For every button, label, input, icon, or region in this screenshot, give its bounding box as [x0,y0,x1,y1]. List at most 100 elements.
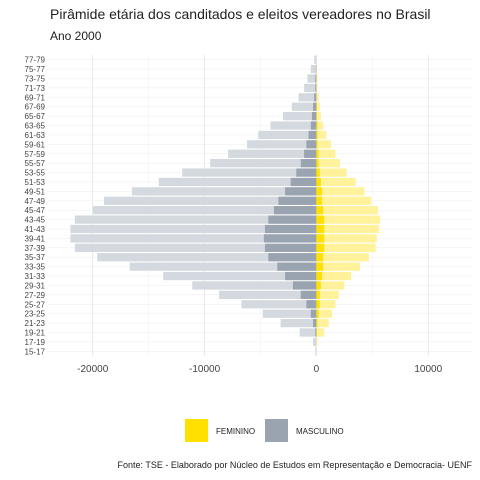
bar-masculino-candidatos-51-53 [158,177,317,187]
bar-masculino-candidatos-31-33 [163,271,317,281]
bar-masculino-eleitos-25-27 [306,300,317,309]
bar-feminino-eleitos-39-41 [316,234,325,243]
x-tick-label: 0 [314,364,320,375]
bar-feminino-candidatos-19-21 [316,328,325,337]
bar-masculino-eleitos-47-49 [278,196,317,205]
bar-feminino-candidatos-47-49 [316,196,372,205]
legend: FEMININO MASCULINO [185,419,344,442]
bar-masculino-candidatos-73-75 [307,74,317,83]
bar-feminino-eleitos-43-45 [316,215,325,224]
bar-feminino-candidatos-61-63 [316,130,327,140]
bar-feminino-eleitos-47-49 [316,196,323,205]
bar-feminino-candidatos-69-71 [316,93,319,102]
bar-feminino-eleitos-41-43 [316,224,325,234]
bar-masculino-candidatos-71-73 [304,83,317,93]
bar-feminino-candidatos-53-55 [316,168,347,177]
bar-feminino-candidatos-73-75 [316,74,318,83]
y-tick-label: 67-69 [25,103,46,112]
bar-feminino-candidatos-33-35 [316,262,361,271]
bar-masculino-eleitos-59-61 [306,140,317,149]
y-tick-label: 57-59 [25,150,46,159]
bar-masculino-eleitos-71-73 [315,83,317,93]
bar-feminino-eleitos-29-31 [316,281,321,290]
bar-masculino-eleitos-73-75 [315,74,317,83]
bar-masculino-candidatos-47-49 [103,196,317,205]
y-tick-label: 53-55 [25,169,46,178]
bar-masculino-eleitos-23-25 [310,309,317,318]
y-tick-label: 17-19 [25,338,46,347]
y-tick-label: 31-33 [25,272,46,281]
bar-feminino-candidatos-51-53 [316,177,356,187]
bar-masculino-eleitos-61-63 [308,130,317,140]
bar-feminino-candidatos-63-65 [316,121,324,130]
bar-masculino-candidatos-21-23 [280,318,317,328]
bar-feminino-eleitos-35-37 [316,253,324,262]
bar-masculino-candidatos-27-29 [219,290,317,299]
y-tick-label: 55-57 [25,159,46,168]
legend-swatch-feminino [185,419,208,442]
bar-masculino-eleitos-49-51 [285,187,317,196]
y-tick-label: 29-31 [25,281,46,290]
bar-feminino-candidatos-21-23 [316,318,329,328]
bar-masculino-candidatos-55-57 [210,159,317,168]
bar-feminino-candidatos-43-45 [316,215,381,224]
bar-masculino-candidatos-33-35 [129,262,317,271]
bar-masculino-candidatos-63-65 [270,121,317,130]
x-tick-labels: -20000 -10000 0 10000 [77,364,442,375]
bar-masculino-candidatos-61-63 [258,130,317,140]
x-tick-label: 10000 [414,364,442,375]
bar-feminino-eleitos-61-63 [316,130,318,140]
bar-feminino-eleitos-45-47 [316,206,324,215]
bar-feminino-candidatos-71-73 [316,83,318,93]
y-tick-label: 75-77 [25,65,46,74]
source-footnote: Fonte: TSE - Elaborado por Núcleo de Est… [117,460,472,470]
bar-masculino-eleitos-37-39 [264,243,317,252]
bar-feminino-candidatos-27-29 [316,290,339,299]
bar-masculino-eleitos-57-59 [304,149,317,158]
bar-feminino-eleitos-49-51 [316,187,323,196]
bar-feminino-eleitos-21-23 [316,318,318,328]
y-tick-label: 19-21 [25,328,46,337]
bar-masculino-candidatos-23-25 [262,309,317,318]
bar-masculino-candidatos-75-77 [310,64,317,74]
bar-masculino-candidatos-25-27 [241,300,317,309]
y-tick-label: 21-23 [25,319,46,328]
bar-masculino-candidatos-19-21 [299,328,317,337]
bar-feminino-candidatos-67-69 [316,102,320,111]
bar-feminino-candidatos-41-43 [316,224,380,234]
y-tick-label: 61-63 [25,131,46,140]
bar-feminino-candidatos-37-39 [316,243,376,252]
chart-subtitle: Ano 2000 [50,29,102,43]
bar-feminino-eleitos-51-53 [316,177,321,187]
y-tick-label: 41-43 [25,225,46,234]
bar-masculino-candidatos-17-19 [313,337,317,347]
bar-masculino-candidatos-39-41 [70,234,317,243]
bar-masculino-eleitos-33-35 [277,262,317,271]
y-tick-label: 51-53 [25,178,46,187]
legend-label-masculino: MASCULINO [296,427,344,436]
bar-masculino-candidatos-37-39 [74,243,317,252]
bar-masculino-eleitos-21-23 [313,318,317,328]
bar-masculino-candidatos-43-45 [74,215,317,224]
bar-masculino-candidatos-35-37 [97,253,317,262]
bar-feminino-eleitos-65-67 [316,112,317,121]
bar-masculino-candidatos-49-51 [131,187,317,196]
bar-masculino-candidatos-15-17 [315,347,317,356]
bar-masculino-candidatos-65-67 [282,112,317,121]
bar-feminino-eleitos-55-57 [316,159,319,168]
bar-masculino-eleitos-65-67 [311,112,317,121]
bar-feminino-eleitos-63-65 [316,121,318,130]
y-tick-label: 39-41 [25,234,46,243]
bar-feminino-eleitos-37-39 [316,243,325,252]
y-tick-label: 69-71 [25,93,46,102]
y-tick-label: 65-67 [25,112,46,121]
bar-feminino-candidatos-75-77 [316,64,317,74]
y-tick-labels: 15-1717-1919-2121-2323-2525-2727-2929-31… [25,56,46,357]
x-tick-label: -20000 [77,364,109,375]
bar-feminino-eleitos-19-21 [316,328,317,337]
bar-masculino-candidatos-45-47 [92,206,317,215]
bar-masculino-eleitos-75-77 [315,64,317,74]
bar-masculino-candidatos-67-69 [291,102,317,111]
bar-masculino-candidatos-53-55 [182,168,317,177]
